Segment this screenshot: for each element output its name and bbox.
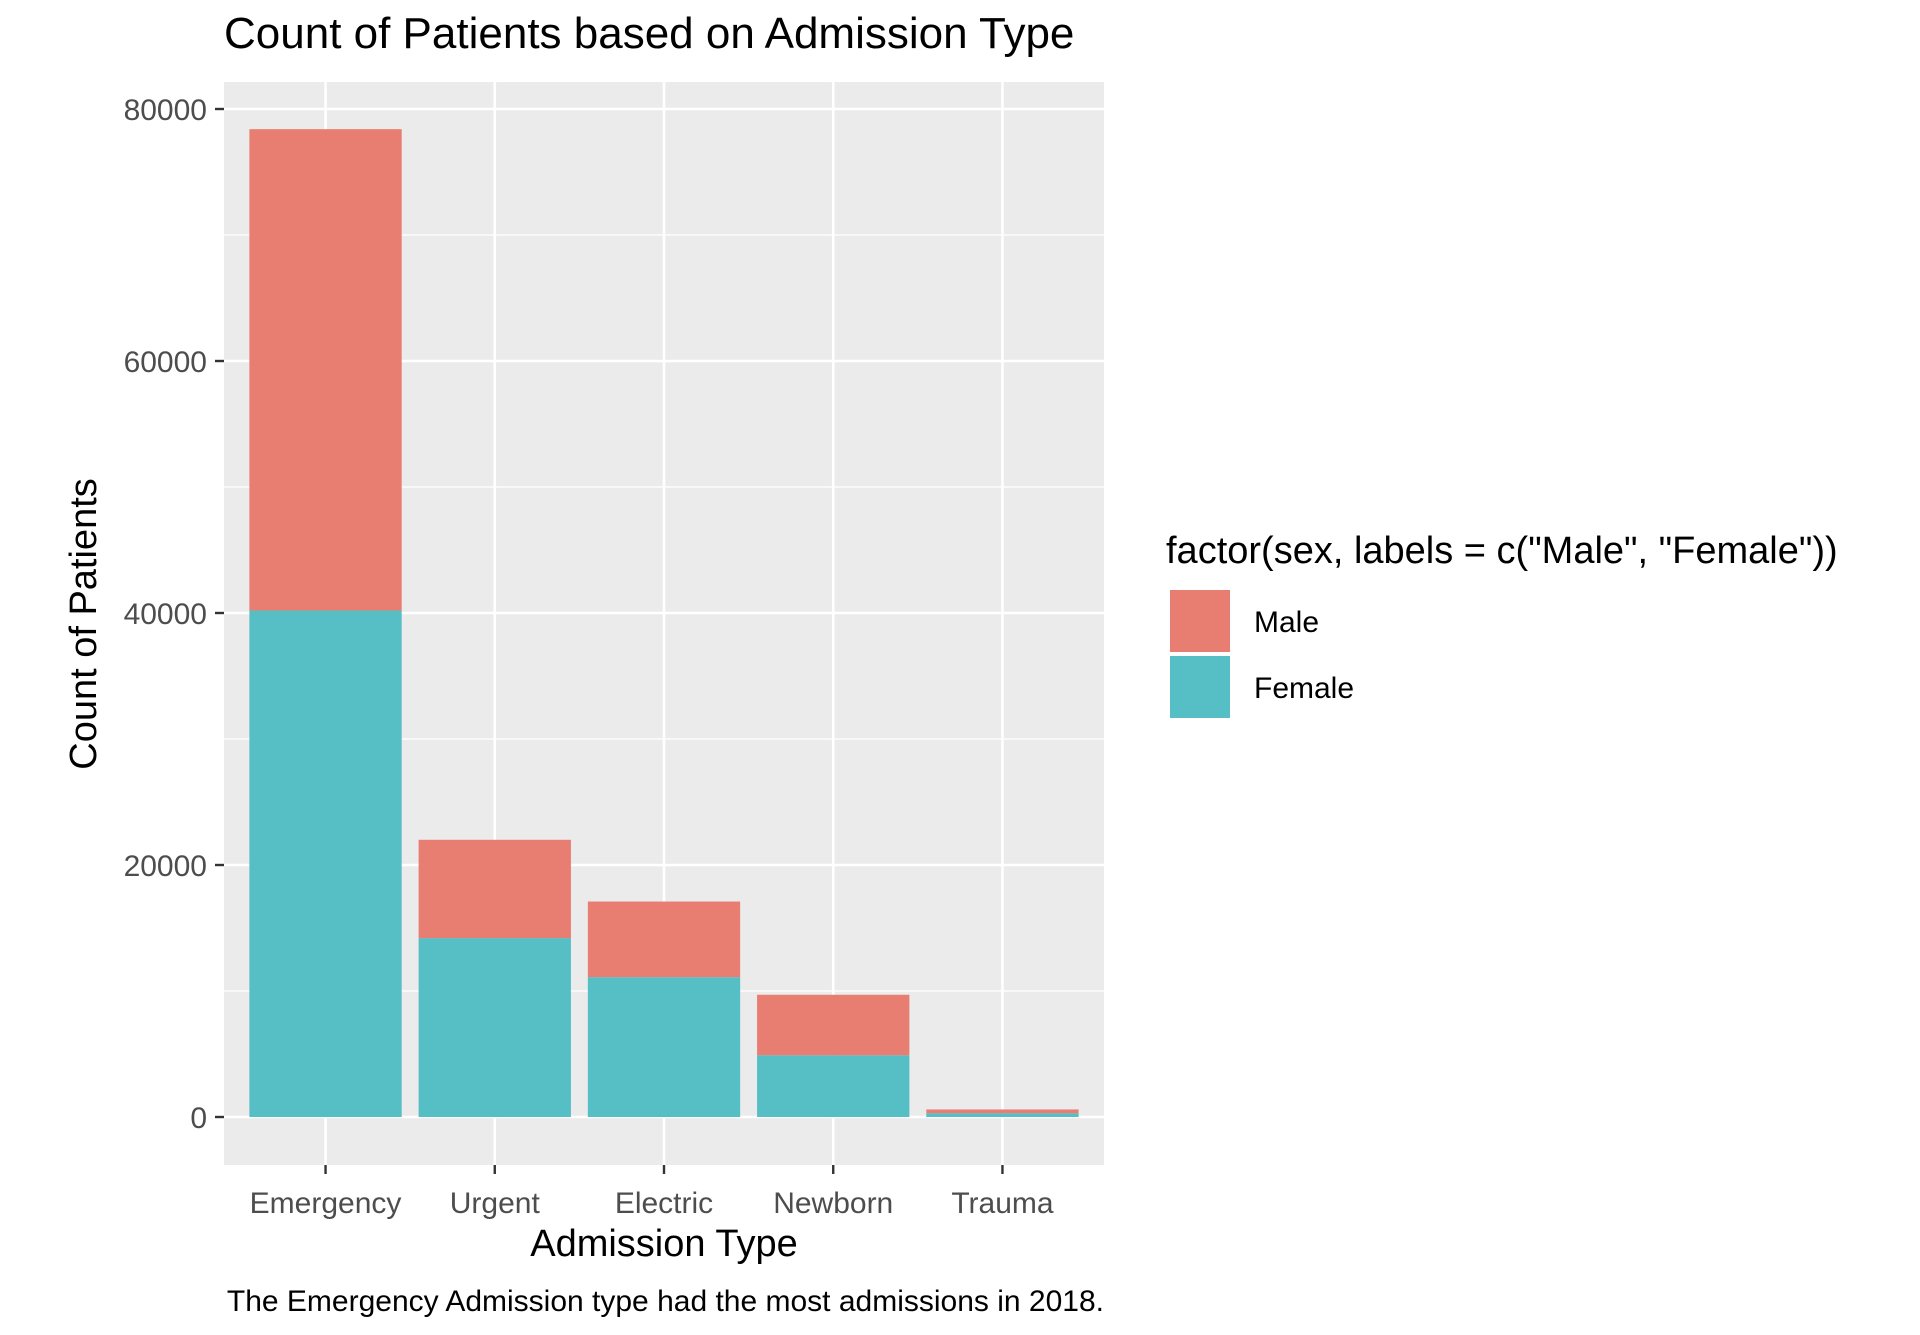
x-axis: Emergency Urgent Electric Newborn Trauma xyxy=(250,1165,1054,1220)
legend: factor(sex, labels = c("Male", "Female")… xyxy=(1166,530,1838,718)
y-tick-label: 20000 xyxy=(124,850,207,883)
y-axis-title: Count of Patients xyxy=(63,478,105,770)
x-tick-label: Newborn xyxy=(773,1187,893,1220)
bar-trauma-male xyxy=(926,1109,1079,1114)
bar-urgent-female xyxy=(418,938,571,1117)
chart-title: Count of Patients based on Admission Typ… xyxy=(224,9,1074,58)
bar-trauma-female xyxy=(926,1113,1079,1117)
legend-key-male xyxy=(1170,590,1230,652)
bar-electric-male xyxy=(587,901,741,978)
plot-area: 0 20000 40000 60000 80000 Emergency Urgent Ele… xyxy=(124,82,1104,1220)
y-tick-label: 0 xyxy=(190,1102,207,1135)
x-tick-label: Electric xyxy=(615,1187,713,1220)
caption: The Emergency Admission type had the mos… xyxy=(227,1285,1104,1318)
bars xyxy=(249,129,1079,1117)
y-tick-label: 40000 xyxy=(124,598,207,631)
x-axis-title: Admission Type xyxy=(530,1223,798,1265)
y-axis: 0 20000 40000 60000 80000 xyxy=(124,94,224,1135)
bar-emergency-female xyxy=(249,610,402,1117)
x-tick-label: Emergency xyxy=(250,1187,402,1220)
legend-title: factor(sex, labels = c("Male", "Female")… xyxy=(1166,530,1838,572)
y-tick-label: 60000 xyxy=(124,346,207,379)
legend-label-female: Female xyxy=(1254,672,1354,705)
x-tick-label: Urgent xyxy=(450,1187,541,1220)
x-tick-label: Trauma xyxy=(951,1187,1054,1220)
bar-newborn-male xyxy=(757,994,910,1056)
bar-newborn-female xyxy=(757,1055,910,1117)
y-tick-label: 80000 xyxy=(124,94,207,127)
legend-label-male: Male xyxy=(1254,606,1319,639)
bar-emergency-male xyxy=(249,129,402,611)
legend-key-female xyxy=(1170,656,1230,718)
bar-electric-female xyxy=(587,977,741,1117)
bar-urgent-male xyxy=(418,839,571,939)
